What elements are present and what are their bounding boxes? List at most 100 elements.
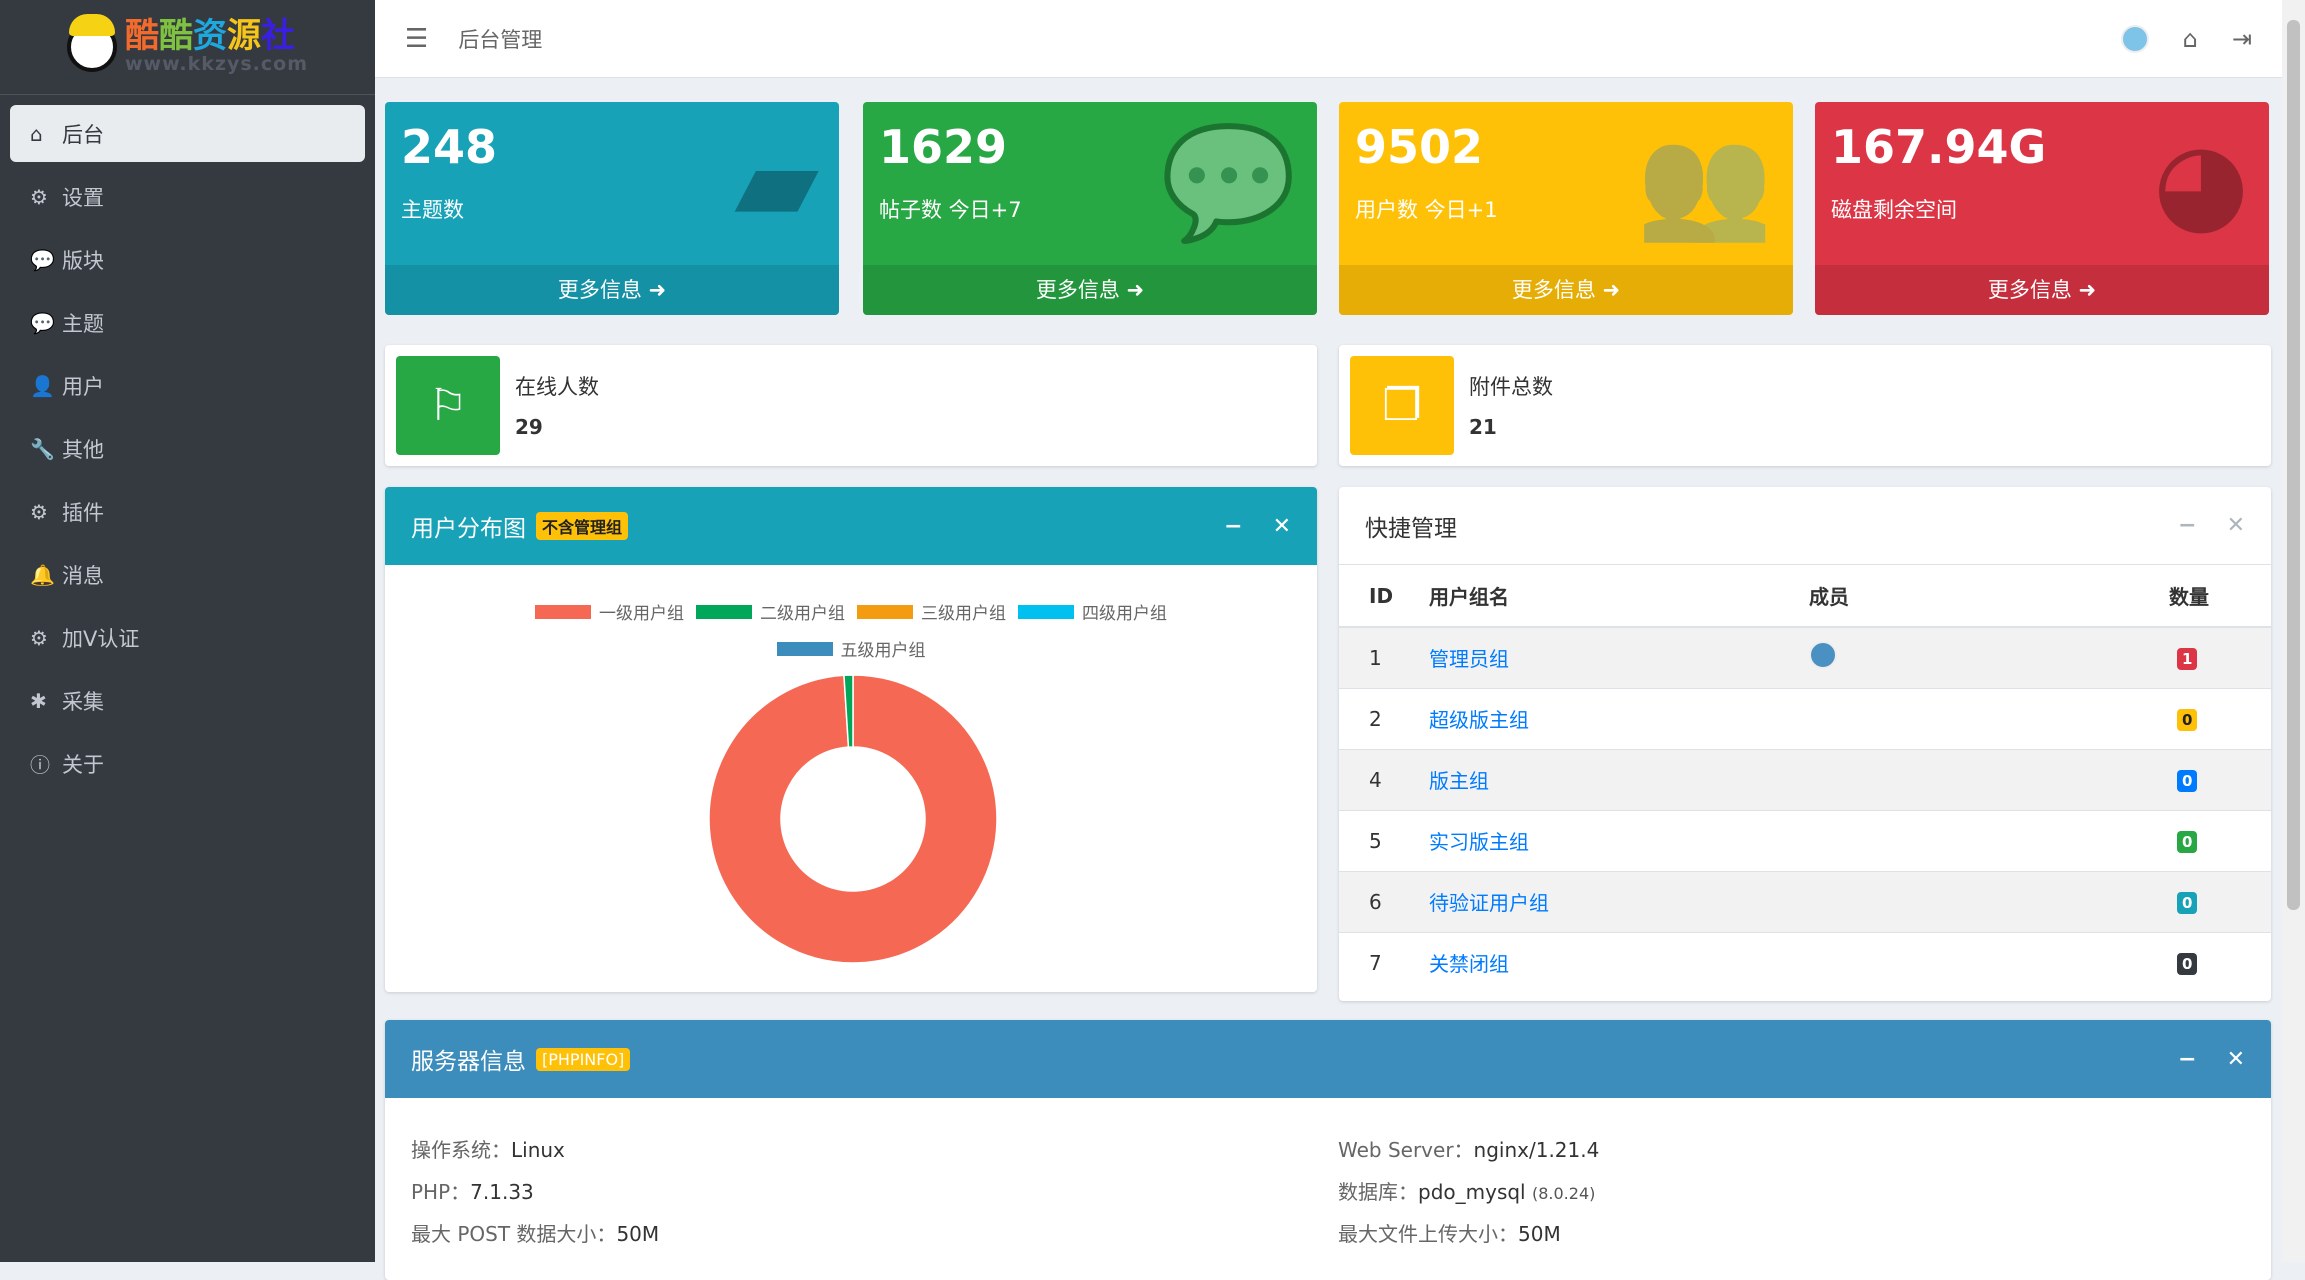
stat-box: 9502 用户数 今日+1 👥 更多信息 ➜ (1339, 102, 1793, 315)
os-info: 操作系统：Linux (411, 1138, 565, 1162)
count-badge: 0 (2177, 770, 2198, 792)
arrow-circle-right-icon: ➜ (2078, 278, 2097, 302)
bell-icon: 🔔 (30, 562, 55, 587)
upload-size-info: 最大文件上传大小：50M (1338, 1222, 1561, 1246)
user-icon: 👤 (30, 373, 55, 398)
sidebar-item-6[interactable]: ⚙ 插件 (10, 483, 365, 540)
group-id: 2 (1339, 687, 1419, 749)
quick-manage-card: 快捷管理 − ✕ ID 用户组名 成员 数量 1 管理员组 1 2 超级版主组 0… (1339, 487, 2271, 1001)
comment-icon: 💬 (30, 247, 55, 272)
sidebar-item-label: 用户 (62, 374, 104, 399)
chart-legend: 一级用户组 二级用户组 三级用户组 四级用户组五级用户组 (385, 599, 1317, 661)
legend-item[interactable]: 四级用户组 (1018, 599, 1167, 624)
stat-value: 1629 (879, 120, 1008, 174)
group-id: 4 (1339, 748, 1419, 810)
table-row: 6 待验证用户组 0 (1339, 870, 2271, 932)
sidebar-item-3[interactable]: 💬 主题 (10, 294, 365, 351)
stat-label: 主题数 (401, 198, 464, 222)
sidebar: 酷酷资源社 www.kkzys.com ⌂ 后台 ⚙ 设置 💬 版块 💬 主题 👤 用户 🔧 其他 ⚙ 插… (0, 0, 375, 1262)
menu-toggle-icon[interactable]: ☰ (405, 23, 429, 54)
group-name-link[interactable]: 超级版主组 (1429, 708, 1529, 732)
info-box: ❐ 附件总数 21 (1339, 345, 2271, 466)
more-info-link[interactable]: 更多信息 ➜ (1339, 265, 1793, 315)
database-info: 数据库：pdo_mysql (8.0.24) (1338, 1180, 1596, 1204)
logout-icon[interactable]: ⇥ (2231, 24, 2252, 53)
group-name-link[interactable]: 管理员组 (1429, 647, 1509, 672)
comment-icon: 💬 (30, 310, 55, 335)
group-name-link[interactable]: 实习版主组 (1429, 830, 1529, 854)
sidebar-item-5[interactable]: 🔧 其他 (10, 420, 365, 477)
table-row: 2 超级版主组 0 (1339, 687, 2271, 749)
count-badge: 0 (2177, 831, 2198, 853)
info-value: 21 (1469, 415, 1497, 439)
group-id: 5 (1339, 809, 1419, 871)
group-id: 7 (1339, 931, 1419, 993)
table-row: 4 版主组 0 (1339, 748, 2271, 810)
stat-value: 9502 (1355, 120, 1484, 174)
arrow-circle-right-icon: ➜ (1126, 278, 1145, 302)
home-icon[interactable]: ⌂ (2182, 24, 2198, 53)
sidebar-item-label: 关于 (62, 752, 104, 777)
legend-item[interactable]: 一级用户组 (535, 599, 684, 624)
info-label: 附件总数 (1469, 375, 1553, 399)
col-count: 数量 (2139, 565, 2271, 628)
legend-item[interactable]: 二级用户组 (696, 599, 845, 624)
comments-icon: 💬 (1160, 118, 1297, 246)
donut-slice-1[interactable] (843, 674, 854, 748)
info-label: 在线人数 (515, 375, 599, 399)
php-info: PHP：7.1.33 (411, 1180, 534, 1204)
sidebar-item-0[interactable]: ⌂ 后台 (10, 105, 365, 162)
group-name-link[interactable]: 版主组 (1429, 769, 1489, 793)
more-info-link[interactable]: 更多信息 ➜ (385, 265, 839, 315)
sidebar-nav: ⌂ 后台 ⚙ 设置 💬 版块 💬 主题 👤 用户 🔧 其他 ⚙ 插件 🔔 消息 ⚙ 加V认证 ✱ 采集 ⓘ 关于 (0, 95, 375, 808)
sidebar-item-label: 加V认证 (62, 626, 140, 651)
sidebar-item-10[interactable]: ⓘ 关于 (10, 735, 365, 792)
cogs-icon: ⚙ (30, 625, 48, 650)
legend-item[interactable]: 三级用户组 (857, 599, 1006, 624)
comment-icon: ▰ (734, 118, 819, 246)
sidebar-item-label: 主题 (62, 311, 104, 336)
table-row: 7 关禁闭组 0 (1339, 931, 2271, 993)
sidebar-item-8[interactable]: ⚙ 加V认证 (10, 609, 365, 666)
stat-box: 1629 帖子数 今日+7 💬 更多信息 ➜ (863, 102, 1317, 315)
users-icon: 👥 (1636, 118, 1773, 246)
sidebar-item-label: 插件 (62, 500, 104, 525)
group-name-link[interactable]: 待验证用户组 (1429, 891, 1549, 915)
sidebar-item-1[interactable]: ⚙ 设置 (10, 168, 365, 225)
col-name: 用户组名 (1419, 565, 1779, 628)
minimize-button[interactable]: − (2178, 513, 2197, 538)
wrench-icon: 🔧 (30, 436, 55, 461)
sidebar-item-label: 后台 (62, 122, 104, 147)
cogs-icon: ⚙ (30, 499, 48, 524)
sidebar-item-7[interactable]: 🔔 消息 (10, 546, 365, 603)
member-avatar[interactable] (1809, 641, 1837, 670)
sidebar-item-4[interactable]: 👤 用户 (10, 357, 365, 414)
sidebar-item-label: 其他 (62, 437, 104, 462)
more-info-link[interactable]: 更多信息 ➜ (1815, 265, 2269, 315)
close-button[interactable]: ✕ (1272, 513, 1291, 539)
sidebar-item-label: 消息 (62, 563, 104, 588)
sidebar-item-9[interactable]: ✱ 采集 (10, 672, 365, 729)
more-info-link[interactable]: 更多信息 ➜ (863, 265, 1317, 315)
copy-icon: ❐ (1350, 356, 1454, 455)
card-title: 快捷管理 (1365, 515, 1457, 542)
minimize-button[interactable]: − (2178, 1046, 2197, 1072)
info-icon: ⓘ (30, 753, 50, 777)
user-avatar[interactable] (2120, 24, 2149, 53)
close-button[interactable]: ✕ (2226, 513, 2245, 538)
pie-chart-icon: ◕ (2153, 118, 2249, 246)
minimize-button[interactable]: − (1224, 513, 1243, 539)
stat-label: 帖子数 今日+7 (879, 198, 1022, 222)
sidebar-item-label: 版块 (62, 248, 104, 273)
legend-item[interactable]: 五级用户组 (776, 636, 926, 661)
group-id: 6 (1339, 870, 1419, 932)
phpinfo-link[interactable]: [PHPINFO] (536, 1047, 631, 1071)
count-badge: 0 (2177, 953, 2198, 976)
close-button[interactable]: ✕ (2226, 1046, 2245, 1072)
donut-slice-0[interactable] (708, 674, 998, 964)
stat-value: 248 (401, 120, 498, 174)
scrollbar[interactable] (2282, 0, 2305, 1262)
group-name-link[interactable]: 关禁闭组 (1429, 952, 1509, 977)
sidebar-item-2[interactable]: 💬 版块 (10, 231, 365, 288)
brand-logo[interactable]: 酷酷资源社 www.kkzys.com (0, 0, 375, 95)
